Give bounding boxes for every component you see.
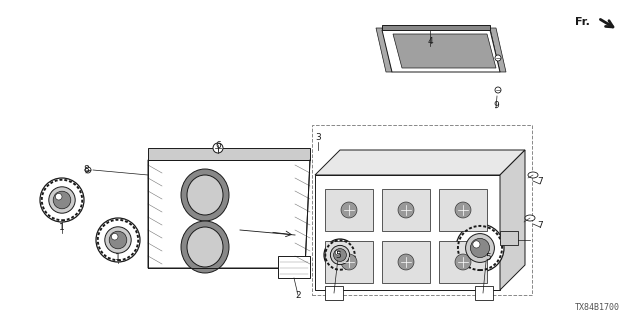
Ellipse shape (525, 215, 535, 221)
Text: TX84B1700: TX84B1700 (575, 303, 620, 312)
Ellipse shape (187, 227, 223, 267)
Ellipse shape (528, 172, 538, 178)
Circle shape (473, 241, 480, 248)
Polygon shape (490, 28, 506, 72)
Polygon shape (382, 30, 500, 72)
Text: 1: 1 (59, 223, 65, 233)
Circle shape (398, 254, 414, 270)
Text: 5: 5 (485, 253, 491, 262)
Circle shape (470, 238, 490, 258)
Circle shape (398, 202, 414, 218)
Polygon shape (148, 160, 310, 268)
Circle shape (56, 193, 62, 200)
Ellipse shape (187, 175, 223, 215)
Polygon shape (325, 241, 373, 283)
Circle shape (111, 233, 118, 240)
Circle shape (455, 202, 471, 218)
Bar (278, 256, 310, 278)
Polygon shape (439, 189, 487, 231)
Text: 4: 4 (427, 37, 433, 46)
Polygon shape (382, 25, 490, 30)
Circle shape (49, 187, 76, 213)
Circle shape (96, 218, 140, 262)
Ellipse shape (181, 169, 229, 221)
Bar (325, 286, 343, 300)
Circle shape (341, 254, 357, 270)
Text: 6: 6 (215, 140, 221, 149)
Circle shape (85, 167, 91, 173)
Text: 1: 1 (115, 253, 121, 262)
Polygon shape (393, 34, 496, 68)
Polygon shape (148, 148, 310, 160)
Circle shape (455, 254, 471, 270)
Polygon shape (500, 150, 525, 290)
Text: Fr.: Fr. (575, 17, 590, 27)
Circle shape (324, 239, 356, 271)
Circle shape (105, 227, 131, 253)
Bar (475, 286, 493, 300)
Circle shape (495, 87, 501, 93)
Polygon shape (382, 241, 430, 283)
Polygon shape (382, 189, 430, 231)
Text: 3: 3 (315, 133, 321, 142)
Polygon shape (376, 28, 392, 72)
Circle shape (330, 245, 349, 265)
Circle shape (40, 178, 84, 222)
Text: 8: 8 (83, 165, 89, 174)
Circle shape (333, 249, 346, 261)
Polygon shape (439, 241, 487, 283)
Polygon shape (315, 175, 500, 290)
Circle shape (495, 55, 501, 61)
Circle shape (213, 143, 223, 153)
Circle shape (341, 202, 357, 218)
Text: 7: 7 (537, 220, 543, 229)
Circle shape (335, 250, 340, 255)
Ellipse shape (181, 221, 229, 273)
Text: 5: 5 (335, 251, 341, 260)
Circle shape (109, 231, 127, 249)
Bar (500, 231, 518, 245)
Circle shape (456, 224, 504, 272)
Polygon shape (315, 150, 525, 175)
Circle shape (466, 234, 495, 262)
Text: 7: 7 (537, 178, 543, 187)
Polygon shape (325, 189, 373, 231)
Text: 9: 9 (493, 101, 499, 110)
Circle shape (53, 191, 71, 209)
Bar (312, 125, 532, 295)
Text: 2: 2 (295, 292, 301, 300)
